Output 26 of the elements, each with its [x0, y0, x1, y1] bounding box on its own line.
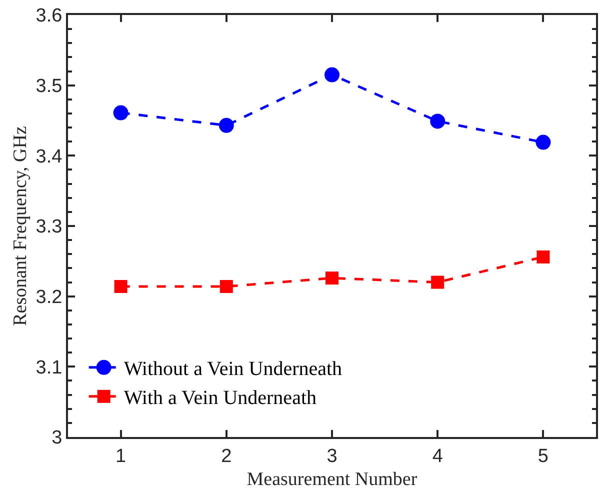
point [431, 276, 444, 289]
x-tick-label: 3 [326, 446, 338, 467]
y-tick-label: 3.6 [36, 6, 62, 27]
y-tick-label: 3.4 [36, 146, 63, 168]
legend-label: With a Vein Underneath [124, 387, 316, 410]
point [536, 250, 550, 264]
point [430, 114, 446, 129]
point [218, 118, 234, 133]
point [113, 105, 128, 120]
point [114, 280, 128, 293]
point [324, 67, 340, 82]
x-tick-label: 4 [432, 446, 444, 467]
point [220, 280, 233, 293]
y-tick-label: 3.5 [36, 76, 62, 97]
y-tick-label: 3.2 [36, 286, 62, 308]
x-axis-title: Measurement Number [246, 469, 418, 490]
y-axis-title: Resonant Frequency, GHz [10, 126, 32, 326]
y-tick-label: 3.3 [36, 216, 62, 238]
x-tick-label: 2 [221, 446, 232, 467]
y-tick-label: 3 [52, 428, 62, 449]
legend-label: Without a Vein Underneath [124, 358, 342, 380]
x-tick-label: 1 [116, 446, 126, 467]
y-tick-label: 3.1 [36, 357, 62, 378]
point [536, 134, 551, 150]
point [326, 272, 338, 285]
x-tick-label: 5 [538, 446, 548, 467]
